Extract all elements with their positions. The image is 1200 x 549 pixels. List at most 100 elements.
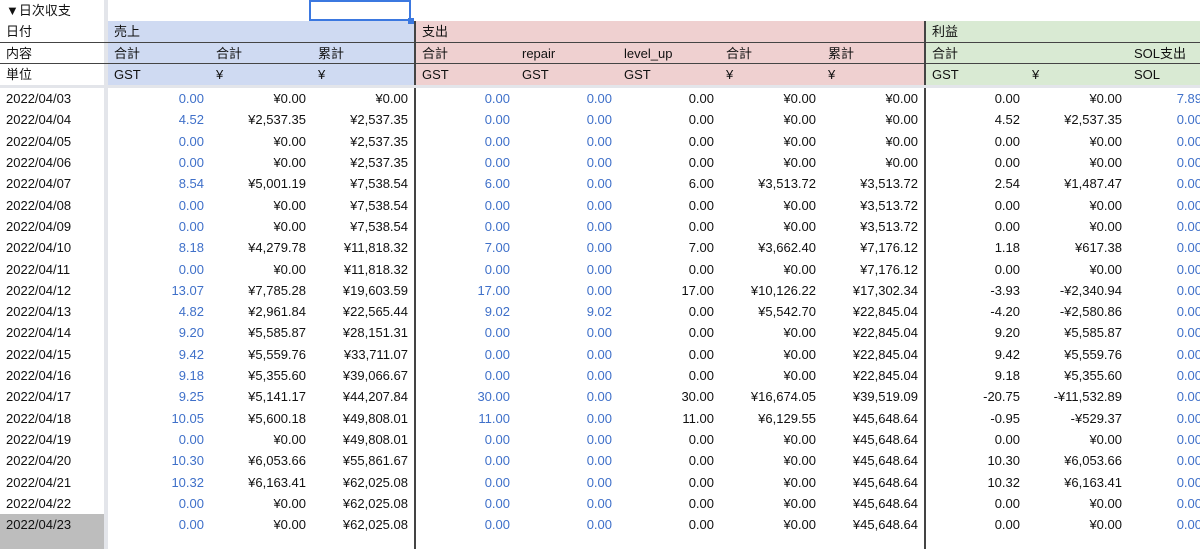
- value-cell[interactable]: ¥0.00: [783, 431, 816, 447]
- value-cell[interactable]: ¥7,176.12: [860, 240, 918, 256]
- value-cell[interactable]: 0.00: [586, 218, 612, 234]
- value-cell[interactable]: 0.00: [414, 450, 516, 472]
- value-cell[interactable]: 0.00: [414, 88, 516, 110]
- value-cell[interactable]: -¥2,580.86: [1059, 304, 1122, 320]
- value-cell[interactable]: 0.00: [586, 155, 612, 171]
- value-cell[interactable]: 0.00: [586, 197, 612, 213]
- value-cell[interactable]: ¥62,025.08: [342, 517, 408, 533]
- unit-header-2[interactable]: ¥: [312, 63, 414, 86]
- group-expense[interactable]: 支出: [414, 21, 924, 42]
- value-cell[interactable]: 0.00: [924, 130, 1026, 153]
- value-cell[interactable]: 0.00: [178, 517, 204, 533]
- value-cell[interactable]: ¥0.00: [1089, 517, 1122, 533]
- value-cell[interactable]: ¥0.00: [1089, 91, 1122, 107]
- value-cell[interactable]: ¥45,648.64: [852, 431, 918, 447]
- value-cell[interactable]: ¥0.00: [783, 495, 816, 511]
- value-cell[interactable]: ¥0.00: [273, 517, 306, 533]
- date-cell[interactable]: 2022/04/19: [6, 431, 72, 447]
- value-cell[interactable]: 0.00: [924, 258, 1026, 280]
- date-cell[interactable]: 2022/04/11: [6, 261, 71, 277]
- date-cell[interactable]: 2022/04/07: [6, 176, 72, 192]
- content-header-10[interactable]: SOL支出: [1128, 42, 1200, 63]
- value-cell[interactable]: 9.18: [178, 368, 204, 384]
- value-cell[interactable]: ¥0.00: [783, 112, 816, 128]
- value-cell[interactable]: 0.00: [178, 495, 204, 511]
- value-cell[interactable]: 11.00: [414, 407, 516, 429]
- value-cell[interactable]: 7.00: [414, 237, 516, 259]
- value-cell[interactable]: ¥7,176.12: [860, 261, 918, 277]
- value-cell[interactable]: 10.05: [171, 410, 204, 426]
- value-cell[interactable]: ¥5,355.60: [248, 368, 306, 384]
- value-cell[interactable]: 0.00: [688, 517, 714, 533]
- value-cell[interactable]: ¥33,711.07: [343, 346, 408, 362]
- value-cell[interactable]: 0.00: [414, 343, 516, 366]
- value-cell[interactable]: 0.00: [688, 261, 714, 277]
- value-cell[interactable]: ¥5,355.60: [1064, 368, 1122, 384]
- value-cell[interactable]: ¥2,961.84: [248, 304, 306, 320]
- date-cell[interactable]: 2022/04/15: [6, 346, 72, 362]
- unit-header-4[interactable]: GST: [516, 63, 618, 86]
- row-label-unit[interactable]: 単位: [6, 66, 33, 82]
- unit-header-9[interactable]: ¥: [1026, 63, 1128, 86]
- value-cell[interactable]: 2.54: [924, 173, 1026, 195]
- value-cell[interactable]: ¥10,126.22: [750, 282, 816, 298]
- value-cell[interactable]: ¥7,538.54: [350, 218, 408, 234]
- value-cell[interactable]: 7.00: [688, 240, 714, 256]
- value-cell[interactable]: ¥49,808.01: [342, 410, 408, 426]
- date-cell[interactable]: 2022/04/23: [0, 514, 104, 536]
- value-cell[interactable]: ¥16,674.05: [750, 389, 816, 405]
- content-header-6[interactable]: 合計: [720, 42, 822, 63]
- value-cell[interactable]: 0.00: [1176, 453, 1200, 469]
- value-cell[interactable]: ¥45,648.64: [852, 495, 918, 511]
- value-cell[interactable]: 0.00: [924, 215, 1026, 238]
- value-cell[interactable]: ¥3,513.72: [860, 218, 918, 234]
- value-cell[interactable]: ¥2,537.35: [350, 133, 408, 149]
- value-cell[interactable]: 11.00: [682, 410, 714, 426]
- value-cell[interactable]: 0.00: [414, 492, 516, 515]
- value-cell[interactable]: 0.00: [688, 346, 714, 362]
- value-cell[interactable]: 0.00: [924, 428, 1026, 451]
- date-cell[interactable]: 2022/04/09: [6, 218, 72, 234]
- value-cell[interactable]: ¥62,025.08: [342, 474, 408, 490]
- value-cell[interactable]: ¥45,648.64: [852, 474, 918, 490]
- value-cell[interactable]: ¥6,053.66: [248, 453, 306, 469]
- value-cell[interactable]: 0.00: [1176, 389, 1200, 405]
- value-cell[interactable]: ¥55,861.67: [342, 453, 408, 469]
- value-cell[interactable]: ¥0.00: [783, 155, 816, 171]
- value-cell[interactable]: ¥3,513.72: [758, 176, 816, 192]
- value-cell[interactable]: -¥11,532.89: [1053, 389, 1122, 405]
- date-cell[interactable]: 2022/04/13: [6, 304, 72, 320]
- value-cell[interactable]: 0.00: [586, 325, 612, 341]
- value-cell[interactable]: 0.00: [586, 410, 612, 426]
- value-cell[interactable]: 0.00: [178, 133, 204, 149]
- date-cell[interactable]: 2022/04/08: [6, 197, 72, 213]
- value-cell[interactable]: ¥0.00: [885, 155, 918, 171]
- value-cell[interactable]: ¥5,585.87: [248, 325, 306, 341]
- value-cell[interactable]: ¥3,513.72: [860, 197, 918, 213]
- value-cell[interactable]: 10.32: [171, 474, 204, 490]
- value-cell[interactable]: -0.95: [924, 407, 1026, 429]
- value-cell[interactable]: 0.00: [1176, 325, 1200, 341]
- value-cell[interactable]: 0.00: [178, 197, 204, 213]
- row-label-date[interactable]: 日付: [6, 24, 33, 40]
- value-cell[interactable]: ¥5,559.76: [1064, 346, 1122, 362]
- value-cell[interactable]: 0.00: [586, 431, 612, 447]
- content-header-8[interactable]: 合計: [924, 42, 1026, 63]
- value-cell[interactable]: 0.00: [586, 91, 612, 107]
- content-header-7[interactable]: 累計: [822, 42, 924, 63]
- value-cell[interactable]: 9.02: [414, 301, 516, 323]
- value-cell[interactable]: ¥0.00: [1089, 261, 1122, 277]
- date-cell[interactable]: 2022/04/16: [6, 368, 72, 384]
- value-cell[interactable]: ¥2,537.35: [1064, 112, 1122, 128]
- date-cell[interactable]: 2022/04/10: [6, 240, 72, 256]
- value-cell[interactable]: ¥6,053.66: [1064, 453, 1122, 469]
- value-cell[interactable]: ¥0.00: [885, 91, 918, 107]
- value-cell[interactable]: ¥5,542.70: [758, 304, 816, 320]
- value-cell[interactable]: ¥3,513.72: [860, 176, 918, 192]
- value-cell[interactable]: 0.00: [586, 112, 612, 128]
- value-cell[interactable]: 0.00: [414, 130, 516, 153]
- value-cell[interactable]: ¥0.00: [783, 197, 816, 213]
- value-cell[interactable]: 0.00: [414, 514, 516, 536]
- row-label-content[interactable]: 内容: [6, 45, 33, 61]
- unit-header-8[interactable]: GST: [924, 63, 1026, 86]
